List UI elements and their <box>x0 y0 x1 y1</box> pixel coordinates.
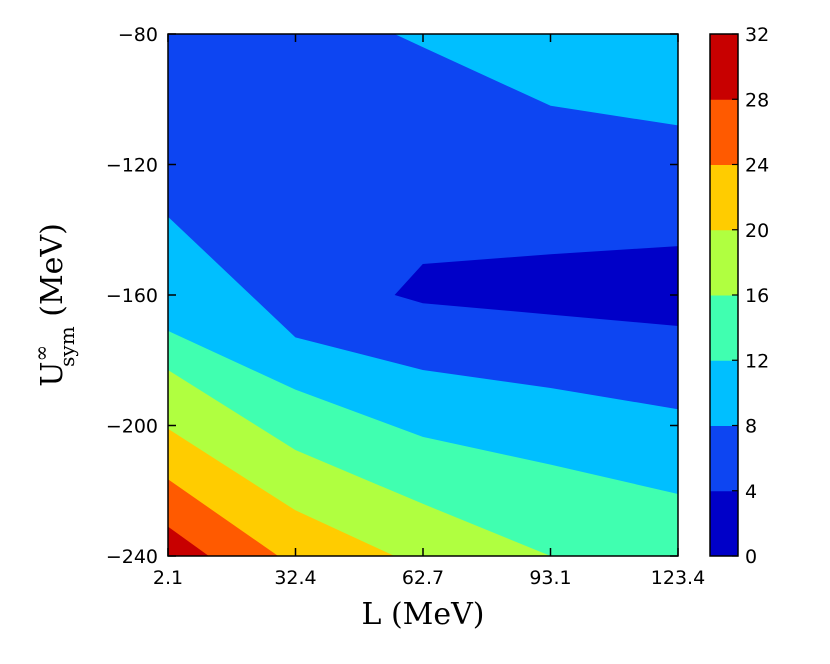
colorbar-segment <box>710 360 738 426</box>
y-axis-title: U∞ sym (MeV) <box>29 223 79 387</box>
colorbar-tick-label: 20 <box>745 220 769 242</box>
y-tick-label: −80 <box>118 24 158 46</box>
colorbar-segment <box>710 490 738 557</box>
colorbar-tick-label: 24 <box>745 155 769 177</box>
y-axis-title-main: U <box>35 362 70 387</box>
x-axis-title: L (MeV) <box>361 597 484 632</box>
y-tick-label: −120 <box>106 155 158 177</box>
x-tick-label: 62.7 <box>402 567 444 589</box>
colorbar-tick-label: 28 <box>745 89 769 111</box>
colorbar-ticks: 0 4 8 12 16 20 24 28 32 <box>732 24 769 568</box>
x-tick-label: 123.4 <box>651 567 705 589</box>
y-tick-label: −160 <box>106 285 158 307</box>
contour-band-0-4 <box>394 246 678 326</box>
colorbar-segment <box>710 295 738 361</box>
colorbar-tick-label: 4 <box>745 481 757 503</box>
colorbar <box>709 33 739 557</box>
y-axis-title-superscript: ∞ <box>29 345 53 362</box>
x-tick-label: 2.1 <box>153 567 183 589</box>
x-axis-ticks: 2.1 32.4 62.7 93.1 123.4 <box>153 34 705 589</box>
colorbar-segment <box>710 34 738 100</box>
y-tick-label: −200 <box>106 416 158 438</box>
contour-band-4-8 <box>168 34 678 410</box>
colorbar-segment <box>710 425 738 492</box>
colorbar-tick-label: 8 <box>745 416 757 438</box>
colorbar-tick-label: 12 <box>745 350 769 372</box>
colorbar-segment <box>710 229 738 296</box>
contour-band-24-28 <box>168 479 279 556</box>
x-tick-label: 93.1 <box>529 567 571 589</box>
y-tick-label: −240 <box>106 546 158 568</box>
contour-regions <box>168 34 678 556</box>
colorbar-segment <box>710 164 738 231</box>
colorbar-tick-label: 32 <box>745 24 769 46</box>
y-axis-ticks: −80 −120 −160 −200 −240 <box>106 24 678 568</box>
x-tick-label: 32.4 <box>274 567 316 589</box>
colorbar-tick-label: 0 <box>745 546 757 568</box>
y-axis-title-subscript: sym <box>55 326 79 367</box>
colorbar-tick-label: 16 <box>745 285 769 307</box>
contour-band-28-32 <box>168 526 209 556</box>
y-axis-title-unit: (MeV) <box>35 223 70 326</box>
colorbar-segment <box>710 99 738 165</box>
